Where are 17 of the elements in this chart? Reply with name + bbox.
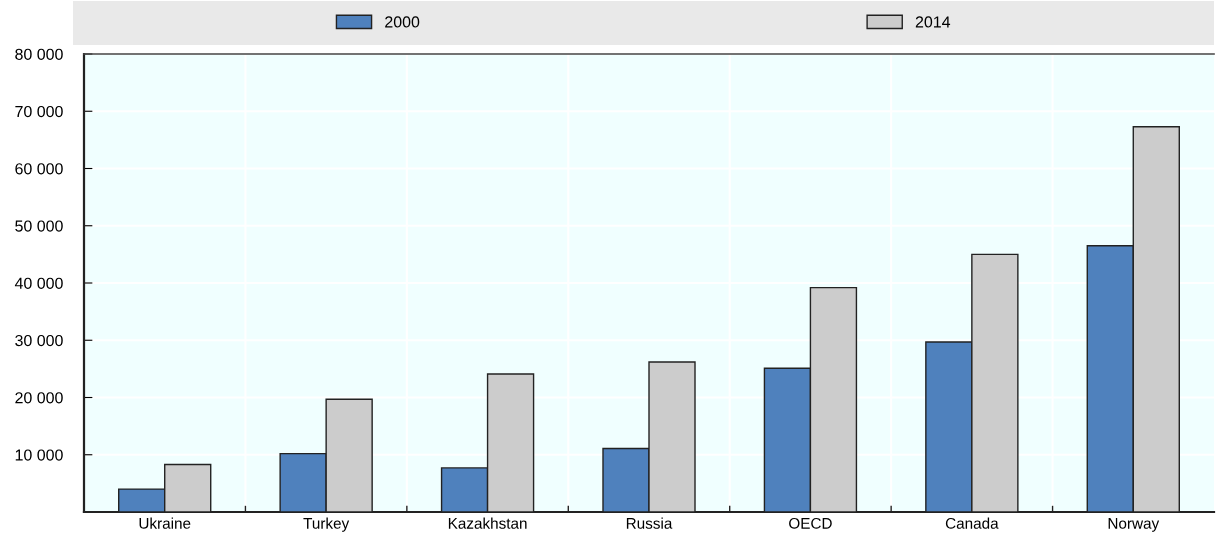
legend-label: 2000	[385, 16, 420, 28]
y-tick-label: 30 000	[15, 334, 63, 347]
y-tick-label: 70 000	[15, 105, 63, 118]
x-tick-label: OECD	[789, 517, 832, 529]
x-tick-label: Ukraine	[139, 517, 191, 529]
x-tick-label: Turkey	[303, 517, 350, 532]
x-tick-label: Russia	[626, 517, 673, 529]
legend-label: 2014	[915, 16, 951, 28]
y-tick-label: 20 000	[15, 392, 63, 404]
x-tick-label: Norway	[1108, 518, 1160, 532]
x-tick-label: Kazakhstan	[448, 517, 527, 529]
y-tick-label: 40 000	[14, 277, 63, 289]
x-tick-label: Canada	[945, 517, 999, 529]
y-tick-label: 10 000	[15, 449, 63, 461]
y-tick-label: 50 000	[15, 220, 63, 232]
y-tick-label: 60 000	[15, 163, 63, 175]
y-tick-label: 80 000	[15, 48, 63, 60]
